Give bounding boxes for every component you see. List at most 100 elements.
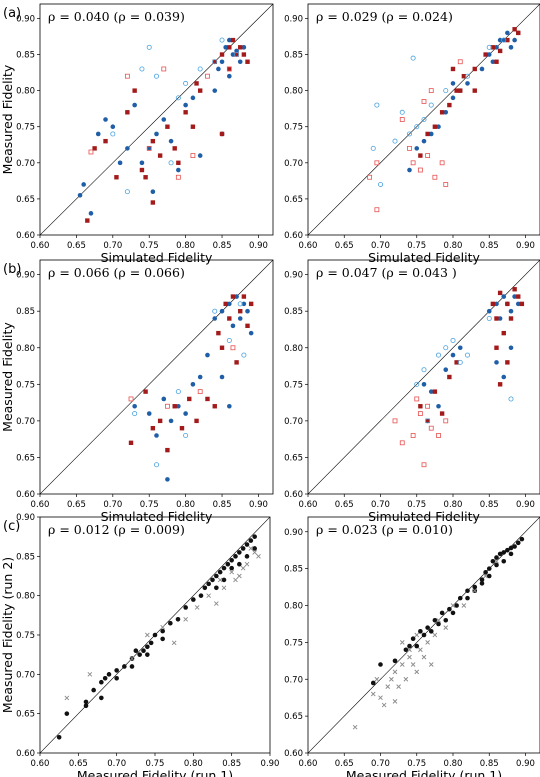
points-group — [77, 37, 250, 223]
data-point-square-filled — [219, 131, 225, 137]
data-point-square-filled — [483, 52, 488, 57]
data-point-circle-open — [450, 337, 456, 343]
data-point-circle-open — [146, 44, 152, 50]
data-point-square-open — [421, 462, 427, 468]
y-tick-label: 0.80 — [284, 602, 303, 612]
y-tick-label: 0.80 — [284, 87, 303, 97]
y-axis-label: Measured Fidelity — [0, 64, 15, 174]
data-point-circle-filled — [237, 561, 242, 567]
data-point-square-filled — [172, 404, 177, 409]
data-point-square-filled — [241, 52, 247, 57]
data-point-circle-filled — [497, 37, 503, 43]
data-point-cross — [414, 632, 420, 638]
data-point-circle-filled — [141, 648, 146, 654]
data-point-circle-filled — [479, 66, 485, 72]
data-point-square-filled — [512, 287, 517, 292]
rho-annotation: ρ = 0.023 (ρ = 0.010) — [316, 522, 453, 537]
data-point-square-filled — [125, 110, 130, 115]
x-tick-label: 0.90 — [249, 500, 268, 510]
data-point-circle-filled — [443, 109, 449, 115]
data-point-cross — [217, 577, 223, 583]
data-point-circle-filled — [137, 652, 142, 657]
data-point-cross — [396, 684, 401, 689]
data-point-circle-filled — [216, 66, 221, 72]
data-point-circle-filled — [183, 102, 188, 108]
data-point-square-filled — [150, 425, 156, 431]
data-point-square-open — [161, 66, 167, 72]
x-tick-label: 0.85 — [480, 500, 499, 510]
data-point-cross — [87, 672, 93, 677]
data-point-square-filled — [234, 360, 239, 365]
data-point-circle-filled — [436, 621, 441, 627]
data-point-square-filled — [490, 45, 496, 50]
data-point-circle-open — [464, 73, 470, 79]
x-tick-label: 0.60 — [299, 241, 318, 251]
x-tick-label: 0.60 — [299, 759, 318, 769]
data-point-circle-filled — [221, 565, 227, 571]
data-point-cross — [64, 695, 70, 701]
data-point-square-open — [197, 389, 203, 395]
x-tick-label: 0.85 — [222, 759, 241, 769]
data-point-square-filled — [183, 110, 188, 115]
data-point-square-filled — [447, 102, 452, 108]
data-point-circle-open — [237, 301, 243, 307]
data-point-circle-filled — [450, 352, 456, 358]
data-point-circle-filled — [219, 308, 225, 314]
data-point-circle-filled — [197, 153, 203, 158]
data-point-circle-filled — [227, 301, 232, 307]
data-point-square-filled — [501, 330, 506, 336]
data-point-square-filled — [425, 131, 430, 137]
data-point-square-filled — [114, 175, 119, 180]
data-point-circle-filled — [210, 577, 215, 583]
data-point-square-filled — [143, 175, 148, 180]
data-point-circle-filled — [168, 418, 174, 424]
data-point-square-open — [428, 425, 434, 431]
data-point-circle-filled — [501, 550, 507, 555]
y-tick-label: 0.60 — [284, 490, 303, 500]
data-point-square-filled — [245, 59, 250, 64]
data-point-square-filled — [150, 138, 156, 144]
data-point-circle-filled — [490, 59, 496, 65]
data-point-cross — [381, 702, 387, 708]
data-point-square-open — [399, 440, 405, 446]
data-point-circle-filled — [114, 675, 119, 681]
axes-frame — [307, 3, 540, 236]
data-point-circle-filled — [237, 550, 242, 555]
data-point-square-filled — [439, 411, 445, 416]
data-point-circle-filled — [450, 81, 456, 86]
data-point-circle-filled — [240, 546, 246, 551]
data-point-circle-filled — [457, 595, 463, 601]
y-tick-label: 0.70 — [16, 670, 35, 680]
data-point-square-open — [392, 418, 398, 424]
data-point-circle-filled — [230, 52, 236, 57]
data-point-circle-open — [399, 109, 405, 115]
data-point-circle-open — [421, 117, 427, 123]
data-point-circle-filled — [214, 585, 219, 591]
data-point-square-filled — [497, 382, 503, 387]
y-tick-label: 0.75 — [16, 123, 35, 133]
data-point-square-filled — [103, 138, 108, 144]
data-point-circle-filled — [421, 632, 427, 638]
data-point-cross — [244, 561, 250, 567]
data-point-square-filled — [238, 45, 243, 50]
data-point-circle-filled — [392, 658, 398, 664]
data-point-circle-filled — [219, 374, 225, 380]
x-tick-label: 0.85 — [480, 241, 499, 251]
x-tick-label: 0.60 — [299, 500, 318, 510]
data-point-circle-filled — [505, 547, 510, 553]
points-group — [367, 27, 521, 213]
data-point-circle-filled — [145, 644, 150, 650]
data-point-circle-filled — [129, 664, 135, 669]
data-point-circle-filled — [501, 558, 507, 564]
data-point-circle-filled — [244, 542, 250, 547]
y-tick-label: 0.85 — [284, 51, 303, 61]
data-point-circle-filled — [486, 308, 492, 314]
data-point-square-filled — [128, 440, 134, 446]
data-point-square-filled — [472, 88, 477, 93]
rho-annotation: ρ = 0.040 (ρ = 0.039) — [48, 9, 185, 24]
data-point-square-open — [146, 145, 152, 151]
data-point-circle-filled — [132, 403, 137, 409]
data-point-cross — [399, 662, 405, 667]
data-point-circle-filled — [161, 117, 167, 122]
y-tick-label: 0.65 — [284, 712, 303, 722]
